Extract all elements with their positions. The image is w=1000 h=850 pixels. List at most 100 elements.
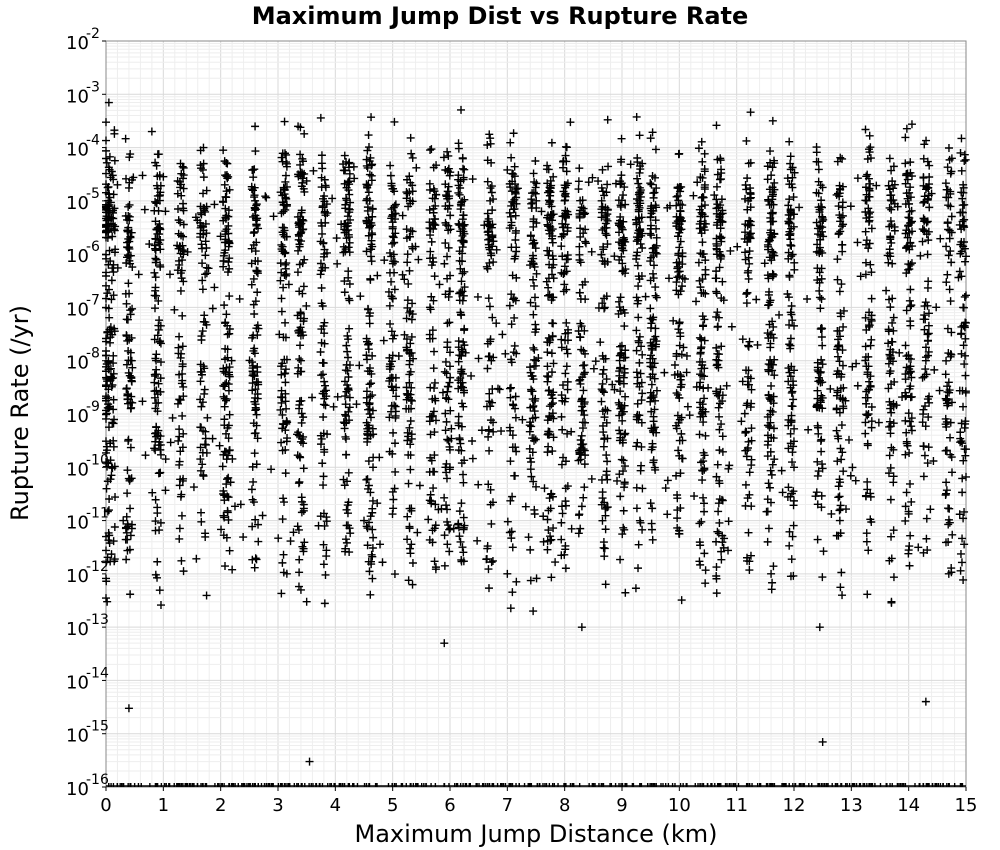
data-point	[151, 495, 160, 504]
data-point	[459, 548, 468, 557]
data-point	[512, 447, 521, 456]
x-tick-label: 15	[955, 795, 978, 816]
data-point	[837, 455, 846, 464]
data-point	[528, 251, 537, 260]
data-point	[153, 150, 162, 159]
data-point	[598, 165, 607, 174]
data-point	[225, 546, 234, 555]
data-point	[220, 402, 229, 411]
data-point	[387, 179, 396, 188]
data-point	[635, 131, 644, 140]
data-point	[620, 462, 629, 471]
data-point	[558, 425, 567, 434]
data-point	[389, 428, 398, 437]
data-point	[506, 393, 515, 402]
data-point	[618, 530, 627, 539]
data-point	[427, 261, 436, 270]
data-point	[428, 538, 437, 547]
data-point	[617, 341, 626, 350]
data-point	[106, 198, 115, 207]
data-point	[155, 586, 164, 595]
data-point	[198, 259, 207, 268]
data-point	[962, 291, 970, 300]
x-tick-label: 1	[158, 795, 169, 816]
data-point	[530, 177, 539, 186]
data-point	[427, 237, 436, 246]
data-point	[367, 379, 376, 388]
data-point	[425, 303, 434, 312]
data-point	[460, 324, 469, 333]
data-point	[412, 163, 421, 172]
data-point	[368, 496, 377, 505]
data-point	[530, 407, 539, 416]
data-point	[763, 537, 772, 546]
data-point	[368, 525, 377, 534]
x-tick-label: 4	[330, 795, 341, 816]
data-point	[179, 277, 188, 286]
data-point	[529, 310, 538, 319]
data-point	[508, 492, 517, 501]
data-point	[617, 134, 626, 143]
data-point	[179, 220, 188, 229]
data-point	[316, 347, 325, 356]
data-point	[224, 515, 233, 524]
data-point	[508, 443, 517, 452]
data-point	[598, 187, 607, 196]
data-point	[220, 562, 229, 571]
data-point	[785, 195, 794, 204]
data-point	[561, 394, 570, 403]
data-point	[111, 493, 120, 502]
data-point	[599, 442, 608, 451]
data-point	[935, 386, 944, 395]
data-point	[362, 387, 371, 396]
data-point	[197, 240, 206, 249]
data-point	[123, 238, 132, 247]
data-point	[457, 310, 466, 319]
data-point	[474, 480, 483, 489]
data-point	[547, 293, 556, 302]
data-point	[906, 393, 915, 402]
data-point	[548, 394, 557, 403]
data-point	[546, 176, 555, 185]
data-point	[278, 515, 287, 524]
data-point	[501, 349, 510, 358]
data-point	[277, 438, 286, 447]
data-point	[473, 536, 482, 545]
data-point	[579, 445, 588, 454]
data-point	[457, 105, 466, 114]
data-point	[368, 574, 377, 583]
data-point	[247, 485, 256, 494]
data-point	[485, 446, 494, 455]
data-point	[179, 567, 188, 576]
data-point	[363, 146, 372, 155]
data-point	[122, 360, 131, 369]
data-point	[364, 557, 373, 566]
data-point	[321, 570, 330, 579]
data-point	[222, 158, 231, 167]
y-tick-exponent: -12	[86, 559, 109, 575]
data-point	[620, 322, 629, 331]
data-point	[699, 321, 708, 330]
data-point	[886, 495, 895, 504]
data-point	[177, 231, 186, 240]
data-point	[619, 506, 628, 515]
data-point	[128, 304, 137, 313]
data-point	[390, 285, 399, 294]
data-point	[455, 532, 464, 541]
data-point	[431, 500, 440, 509]
data-point	[454, 219, 463, 228]
data-point	[530, 505, 539, 514]
data-point	[404, 279, 413, 288]
data-point	[547, 573, 556, 582]
data-point	[600, 294, 609, 303]
data-point	[744, 528, 753, 537]
data-point	[277, 240, 286, 249]
data-point	[126, 443, 135, 452]
data-point	[201, 237, 210, 246]
data-point	[102, 337, 110, 346]
data-point	[717, 555, 726, 564]
data-point	[174, 205, 183, 214]
data-point	[484, 426, 493, 435]
data-point	[110, 126, 119, 135]
